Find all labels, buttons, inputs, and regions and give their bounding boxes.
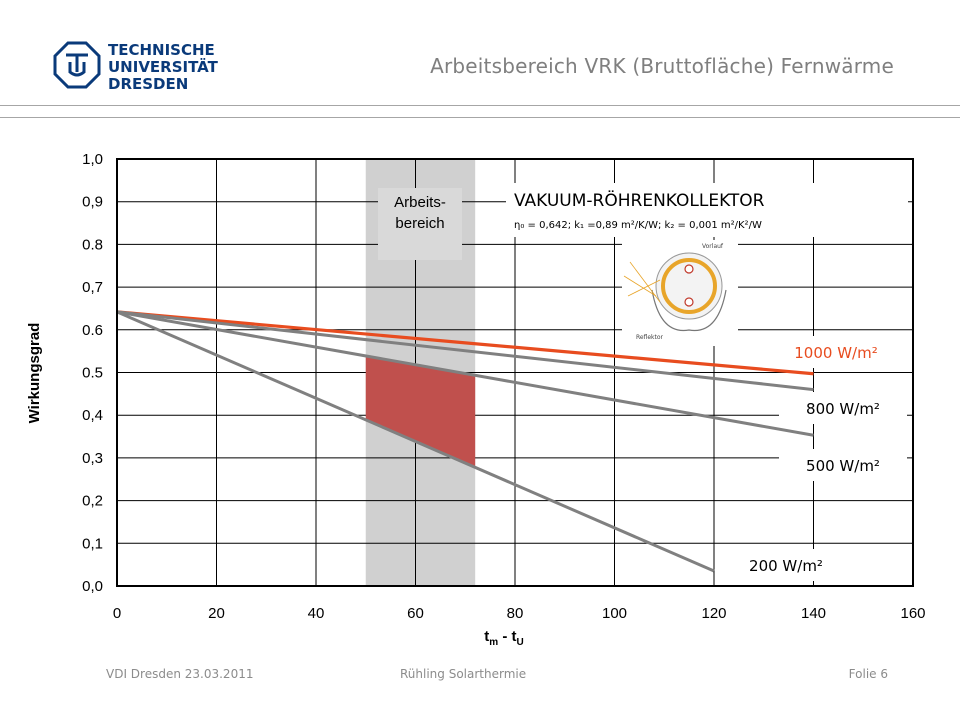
y-tick-label: 0,4 [82, 407, 103, 424]
series-label-box-3 [779, 449, 907, 481]
x-axis-label: tm - tU [484, 628, 523, 648]
x-tick-label: 160 [900, 605, 925, 622]
x-tick-label: 40 [308, 605, 325, 622]
series-label-3: 500 W/m² [806, 457, 880, 475]
diagram-label-reflektor: Reflektor [636, 334, 664, 341]
collector-params: η₀ = 0,642; k₁ =0,89 m²/K/W; k₂ = 0,001 … [514, 220, 762, 231]
y-tick-label: 0,2 [82, 493, 103, 510]
band-label: Arbeits- bereich [378, 188, 462, 260]
series-label-box-2 [779, 392, 907, 424]
page-title: Arbeitsbereich VRK (Bruttofläche) Fernwä… [430, 54, 894, 78]
x-tick-label: 100 [602, 605, 627, 622]
x-tick-label: 120 [701, 605, 726, 622]
header-divider-2 [0, 117, 960, 118]
y-tick-label: 1,0 [82, 151, 103, 168]
y-tick-label: 0.6 [82, 322, 103, 339]
logo-line-3: DRESDEN [108, 75, 188, 93]
collector-info-box: VAKUUM-RÖHRENKOLLEKTOR η₀ = 0,642; k₁ =0… [506, 183, 908, 237]
tu-logo-emblem-icon [53, 41, 101, 89]
footer-slide-number: Folie 6 [848, 667, 888, 681]
footer: VDI Dresden 23.03.2011 Rühling Solarther… [0, 667, 960, 685]
series-label-4: 200 W/m² [749, 557, 823, 575]
y-tick-label: 0,7 [82, 279, 103, 296]
collector-title: VAKUUM-RÖHRENKOLLEKTOR [514, 189, 765, 211]
logo-line-2: UNIVERSITÄT [108, 57, 219, 76]
series-lines [116, 310, 814, 573]
tu-dresden-logo: TECHNISCHE UNIVERSITÄT DRESDEN [52, 40, 222, 96]
series-line-4 [116, 310, 715, 573]
x-tick-label: 0 [113, 605, 121, 622]
series-line-2 [116, 310, 814, 392]
working-range-fill [365, 355, 476, 468]
y-tick-label: 0,1 [82, 535, 103, 552]
band-label-line2: bereich [395, 215, 444, 232]
y-tick-label: 0,0 [82, 578, 103, 595]
series-label-box-1 [778, 336, 894, 368]
collector-tube-diagram-icon: Vorlauf Reflektor [622, 240, 738, 346]
y-tick-label: 0.8 [82, 236, 103, 253]
footer-author: Rühling Solarthermie [400, 667, 527, 681]
header-divider [0, 105, 960, 106]
plot-frame [116, 158, 914, 587]
y-tick-label: 0,9 [82, 194, 103, 211]
x-tick-label: 140 [801, 605, 826, 622]
series-label-box-4 [726, 549, 846, 581]
series-label-1: 1000 W/m² [794, 344, 877, 362]
y-tick-label: 0,3 [82, 450, 103, 467]
series-labels: 1000 W/m² 800 W/m² 500 W/m² 200 W/m² [726, 336, 907, 581]
band-label-line1: Arbeits- [394, 194, 446, 211]
footer-event: VDI Dresden 23.03.2011 [106, 667, 254, 681]
y-axis-label: Wirkungsgrad [26, 323, 43, 424]
x-tick-labels: 0 20 40 60 80 100 120 140 160 [113, 605, 926, 622]
y-tick-labels: 0,0 0,1 0,2 0,3 0,4 0.5 0.6 0,7 0.8 0,9 1,0 [82, 151, 103, 595]
x-tick-label: 20 [208, 605, 225, 622]
x-tick-label: 80 [507, 605, 524, 622]
series-line-1 [116, 310, 814, 376]
series-label-2: 800 W/m² [806, 400, 880, 418]
x-tick-label: 60 [407, 605, 424, 622]
y-tick-label: 0.5 [82, 365, 103, 382]
diagram-label-vorlauf: Vorlauf [702, 243, 724, 250]
series-line-3 [116, 310, 814, 437]
logo-line-1: TECHNISCHE [108, 41, 215, 59]
working-range-polygon [365, 355, 476, 468]
